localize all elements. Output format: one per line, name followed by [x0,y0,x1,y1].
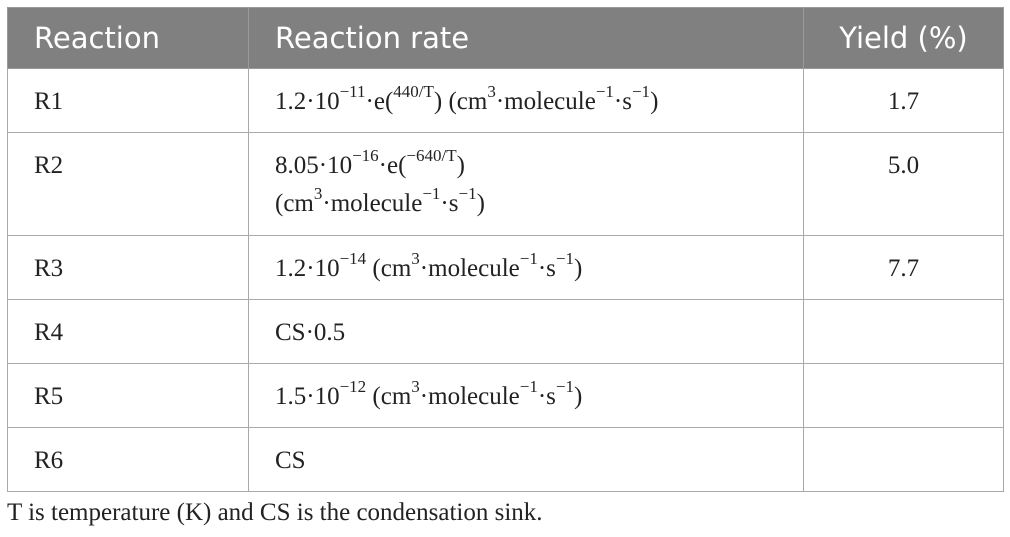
reaction-cell: R2 [7,132,249,236]
yield-cell: 1.7 [803,68,1004,133]
yield-cell [803,299,1004,364]
rate-cell: 1.2·10−11·e(440/T) (cm3·molecule−1·s−1) [248,68,804,133]
yield-cell: 7.7 [803,235,1004,300]
table-footnote: T is temperature (K) and CS is the conde… [7,499,543,526]
rate-cell: 8.05·10−16·e(−640/T) (cm3·molecule−1·s−1) [248,132,804,236]
rate-cell: CS·0.5 [248,299,804,364]
yield-cell: 5.0 [803,132,1004,236]
table-row: R3 1.2·10−14 (cm3·molecule−1·s−1) 7.7 [7,235,1004,300]
header-reaction: Reaction [7,7,249,69]
yield-cell [803,363,1004,428]
table-row: R5 1.5·10−12 (cm3·molecule−1·s−1) [7,363,1004,428]
table-row: R2 8.05·10−16·e(−640/T) (cm3·molecule−1·s… [7,132,1004,236]
header-reaction-rate: Reaction rate [248,7,804,69]
table-row: R1 1.2·10−11·e(440/T) (cm3·molecule−1·s−… [7,68,1004,133]
rate-cell: CS [248,427,804,492]
reaction-table: Reaction Reaction rate Yield (%) R1 1.2·… [7,7,1004,492]
table-row: R4 CS·0.5 [7,299,1004,364]
header-yield: Yield (%) [803,7,1004,69]
reaction-cell: R6 [7,427,249,492]
table-row: R6 CS [7,427,1004,492]
reaction-cell: R4 [7,299,249,364]
rate-cell: 1.5·10−12 (cm3·molecule−1·s−1) [248,363,804,428]
table-header-row: Reaction Reaction rate Yield (%) [7,7,1004,69]
reaction-cell: R1 [7,68,249,133]
reaction-cell: R5 [7,363,249,428]
yield-cell [803,427,1004,492]
rate-cell: 1.2·10−14 (cm3·molecule−1·s−1) [248,235,804,300]
reaction-cell: R3 [7,235,249,300]
